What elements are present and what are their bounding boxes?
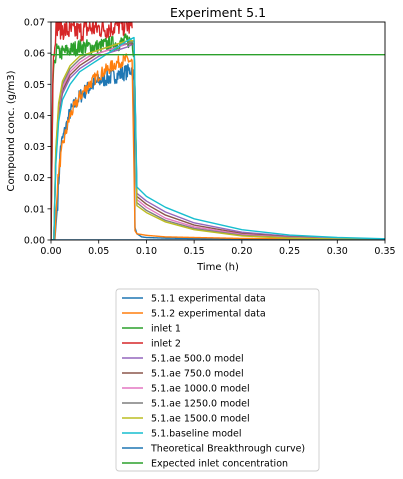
series-line (51, 39, 385, 240)
y-axis-label: Compound conc. (g/m3) (6, 70, 17, 191)
x-tick-label: 0.10 (136, 246, 157, 257)
legend-entry: Expected inlet concentration (151, 459, 288, 470)
legend-entry: 5.1.baseline model (151, 429, 242, 440)
legend-entry: inlet 2 (151, 339, 181, 350)
y-tick-label: 0.03 (24, 142, 45, 153)
series-layer (51, 22, 385, 240)
y-tick-label: 0.06 (24, 49, 45, 60)
x-tick-label: 0.25 (279, 246, 300, 257)
legend-entry: 5.1.ae 750.0 model (151, 369, 244, 380)
x-tick-label: 0.20 (231, 246, 252, 257)
legend-entry: inlet 1 (151, 324, 181, 335)
y-tick-label: 0.02 (24, 173, 45, 184)
series-line (51, 36, 385, 240)
x-axis-ticks: 0.00 0.05 0.10 0.15 0.20 0.25 0.30 0.35 (40, 240, 396, 257)
y-tick-label: 0.01 (24, 204, 45, 215)
y-tick-label: 0.05 (24, 80, 45, 91)
legend-entry: 5.1.2 experimental data (151, 309, 266, 320)
x-axis-label: Time (h) (196, 262, 239, 273)
plot-frame (50, 21, 386, 241)
y-axis-ticks: 0.00 0.01 0.02 0.03 0.04 0.05 0.06 0.07 (24, 18, 51, 247)
x-tick-label: 0.05 (88, 246, 109, 257)
x-tick-label: 0.35 (374, 246, 395, 257)
x-tick-label: 0.15 (184, 246, 205, 257)
legend-entry: 5.1.ae 1500.0 model (151, 414, 250, 425)
y-tick-label: 0.07 (24, 18, 45, 29)
legend-frame (115, 288, 320, 472)
y-tick-label: 0.04 (24, 111, 45, 122)
chart-title: Experiment 5.1 (170, 5, 266, 20)
series-line (51, 22, 133, 240)
legend-entry: 5.1.1 experimental data (151, 294, 266, 305)
legend-entry: 5.1.ae 1000.0 model (151, 384, 250, 395)
x-tick-label: 0.00 (40, 246, 61, 257)
legend-entry: 5.1.ae 1250.0 model (151, 399, 250, 410)
legend: 5.1.1 experimental data 5.1.2 experimenta… (115, 288, 320, 472)
y-tick-label: 0.00 (24, 236, 45, 247)
x-tick-label: 0.30 (327, 246, 348, 257)
legend-entry: 5.1.ae 500.0 model (151, 354, 244, 365)
legend-entry: Theoretical Breakthrough curve) (150, 444, 305, 455)
series-line (51, 63, 385, 240)
